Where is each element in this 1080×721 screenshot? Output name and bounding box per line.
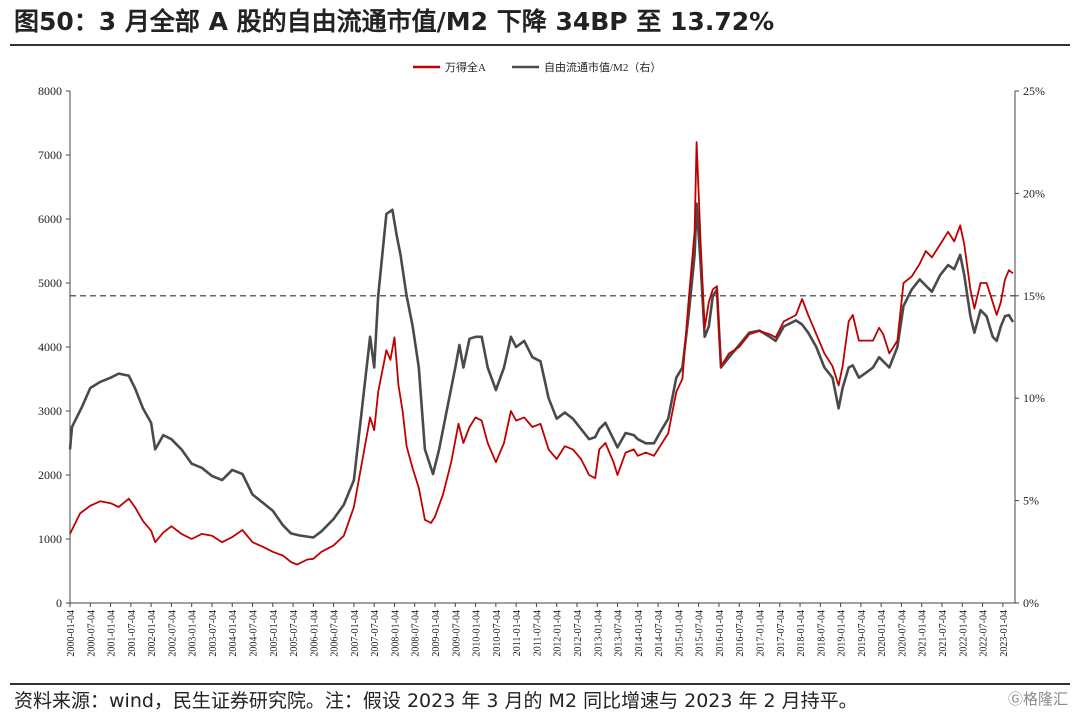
x-tick-label: 2007-07-04 <box>370 610 381 657</box>
x-tick-label: 2002-01-04 <box>147 610 158 657</box>
x-tick-label: 2017-01-04 <box>755 610 766 657</box>
y-left-tick-label: 0 <box>56 596 62 610</box>
x-tick-label: 2016-07-04 <box>735 610 746 657</box>
x-tick-label: 2018-07-04 <box>816 610 827 657</box>
y-left-tick-label: 6000 <box>38 212 62 226</box>
y-right-tick-label: 25% <box>1023 84 1045 98</box>
x-tick-label: 2013-01-04 <box>593 610 604 657</box>
x-tick-label: 2006-07-04 <box>330 610 341 657</box>
x-tick-label: 2010-01-04 <box>472 610 483 657</box>
x-tick-label: 2010-07-04 <box>492 610 503 657</box>
y-left-tick-label: 5000 <box>38 276 62 290</box>
x-tick-label: 2009-07-04 <box>451 610 462 657</box>
title-divider <box>10 44 1070 46</box>
source-note: 资料来源：wind，民生证券研究院。注：假设 2023 年 3 月的 M2 同比… <box>14 690 858 712</box>
y-right-tick-label: 0% <box>1023 596 1039 610</box>
line-chart: 万得全A 自由流通市值/M2（右） 0 1000 2000 3000 4000 5000 6… <box>38 60 1045 657</box>
x-tick-label: 2021-07-04 <box>938 610 949 657</box>
legend-label-ratio: 自由流通市值/M2（右） <box>544 60 661 74</box>
x-tick-label: 2008-07-04 <box>411 610 422 657</box>
x-tick-label: 2003-01-04 <box>188 610 199 657</box>
y-right-tick-label: 5% <box>1023 494 1039 508</box>
y-left-tick-label: 7000 <box>38 148 62 162</box>
x-tick-label: 2019-01-04 <box>837 610 848 657</box>
x-tick-label: 2009-01-04 <box>431 610 442 657</box>
x-tick-label: 2014-01-04 <box>634 610 645 657</box>
x-tick-label: 2011-07-04 <box>532 610 543 656</box>
y-right-tick-label: 10% <box>1023 391 1045 405</box>
x-tick-label: 2018-01-04 <box>796 610 807 657</box>
watermark-logo: Ⓖ格隆汇 <box>1007 690 1068 708</box>
x-tick-label: 2019-07-04 <box>857 610 868 657</box>
x-tick-label: 2021-01-04 <box>918 610 929 657</box>
x-tick-label: 2020-01-04 <box>877 610 888 657</box>
x-tick-label: 2000-01-04 <box>66 610 77 657</box>
chart-legend: 万得全A 自由流通市值/M2（右） <box>413 60 661 74</box>
x-tick-label: 2020-07-04 <box>897 610 908 657</box>
x-tick-label: 2006-01-04 <box>309 610 320 657</box>
x-tick-label: 2022-07-04 <box>979 610 990 657</box>
x-tick-label: 2000-07-04 <box>86 610 97 657</box>
x-tick-label: 2012-07-04 <box>573 610 584 657</box>
series-line-wind-a <box>69 141 1014 566</box>
x-tick-label: 2023-01-04 <box>999 610 1010 657</box>
x-tick-label: 2016-01-04 <box>715 610 726 657</box>
x-tick-label: 2012-01-04 <box>553 610 564 657</box>
y-left-tick-label: 2000 <box>38 468 62 482</box>
x-tick-label: 2015-01-04 <box>674 610 685 657</box>
x-tick-label: 2001-01-04 <box>107 610 118 657</box>
x-tick-label: 2022-01-04 <box>958 610 969 657</box>
x-tick-label: 2004-07-04 <box>249 610 260 657</box>
y-left-tick-label: 4000 <box>38 340 62 354</box>
x-tick-label: 2008-01-04 <box>390 610 401 657</box>
x-tick-label: 2015-07-04 <box>695 610 706 657</box>
x-tick-label: 2011-01-04 <box>512 610 523 656</box>
footer-divider <box>10 683 1070 685</box>
x-tick-label: 2005-01-04 <box>269 610 280 657</box>
series-line-ratio <box>68 202 1015 539</box>
y-left-tick-label: 3000 <box>38 404 62 418</box>
x-tick-label: 2001-07-04 <box>127 610 138 657</box>
x-tick-label: 2002-07-04 <box>167 610 178 657</box>
y-left-tick-label: 1000 <box>38 532 62 546</box>
y-right-tick-label: 20% <box>1023 186 1045 200</box>
x-tick-label: 2007-01-04 <box>350 610 361 657</box>
legend-label-wind-a: 万得全A <box>445 60 486 74</box>
y-right-tick-label: 15% <box>1023 289 1045 303</box>
x-tick-label: 2014-07-04 <box>654 610 665 657</box>
page-title: 图50：3 月全部 A 股的自由流通市值/M2 下降 34BP 至 13.72% <box>14 7 775 36</box>
y-left-tick-label: 8000 <box>38 84 62 98</box>
x-tick-label: 2013-07-04 <box>614 610 625 657</box>
x-tick-label: 2017-07-04 <box>776 610 787 657</box>
x-tick-label: 2005-07-04 <box>289 610 300 657</box>
x-tick-label: 2004-01-04 <box>228 610 239 657</box>
x-tick-label: 2003-07-04 <box>208 610 219 657</box>
